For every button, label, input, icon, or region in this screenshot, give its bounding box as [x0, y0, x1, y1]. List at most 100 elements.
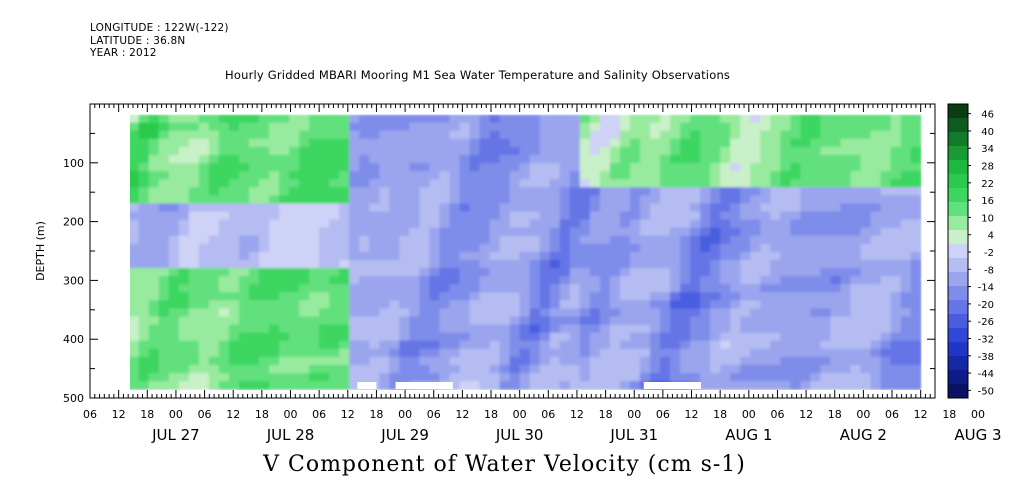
heatmap-cell — [188, 227, 200, 237]
heatmap-cell — [289, 227, 300, 237]
heatmap-cell — [890, 130, 902, 140]
heatmap-cell — [680, 340, 691, 350]
heatmap-cell — [710, 332, 721, 342]
heatmap-cell — [228, 227, 240, 237]
y-tick-label: 300 — [63, 274, 84, 287]
colorbar-swatch — [948, 328, 968, 343]
heatmap-cell — [589, 340, 601, 350]
heatmap-cell — [710, 211, 721, 221]
heatmap-cell — [299, 114, 310, 124]
heatmap-cell — [319, 138, 330, 148]
heatmap-cell — [509, 348, 521, 358]
heatmap-cell — [158, 187, 170, 197]
heatmap-cell — [489, 163, 501, 172]
heatmap-cell — [519, 364, 531, 374]
heatmap-cell — [830, 381, 842, 390]
heatmap-cell — [309, 195, 320, 205]
heatmap-cell — [790, 227, 802, 237]
heatmap-cell — [389, 381, 401, 390]
heatmap-cell — [609, 146, 621, 156]
heatmap-cell — [198, 235, 210, 245]
heatmap-cell — [680, 364, 691, 374]
heatmap-cell — [720, 308, 731, 318]
colorbar-swatch — [948, 272, 968, 287]
heatmap-cell — [178, 276, 190, 285]
heatmap-cell — [399, 259, 411, 269]
heatmap-cell — [609, 243, 621, 253]
heatmap-cell — [649, 195, 661, 205]
heatmap-cell — [459, 219, 471, 229]
heatmap-cell — [629, 243, 641, 253]
heatmap-cell — [870, 251, 882, 261]
heatmap-cell — [800, 292, 812, 302]
heatmap-cell — [850, 284, 862, 294]
heatmap-cell — [660, 195, 671, 205]
heatmap-cell — [379, 300, 391, 310]
heatmap-cell — [489, 292, 501, 302]
heatmap-cell — [740, 114, 752, 124]
heatmap-cell — [800, 114, 812, 124]
heatmap-cell — [800, 171, 812, 180]
heatmap-cell — [379, 235, 391, 245]
heatmap-cell — [218, 356, 230, 366]
heatmap-cell — [629, 179, 641, 189]
heatmap-cell — [589, 211, 601, 221]
heatmap-cell — [579, 243, 591, 253]
heatmap-cell — [439, 373, 451, 382]
colorbar-label: 16 — [981, 196, 994, 207]
heatmap-cell — [289, 163, 300, 172]
heatmap-cell — [379, 179, 391, 189]
heatmap-cell — [750, 259, 762, 269]
heatmap-cell — [710, 179, 721, 189]
heatmap-cell — [660, 235, 671, 245]
heatmap-cell — [559, 235, 571, 245]
heatmap-cell — [790, 268, 802, 277]
heatmap-cell — [119, 115, 130, 124]
heatmap-cell — [228, 268, 240, 277]
heatmap-cell — [119, 187, 130, 196]
x-day-label: AUG 2 — [840, 426, 887, 444]
heatmap-cell — [489, 373, 501, 382]
heatmap-cell — [730, 154, 742, 164]
heatmap-cell — [690, 324, 701, 334]
heatmap-cell — [720, 381, 731, 390]
heatmap-cell — [198, 251, 210, 261]
heatmap-cell — [539, 332, 551, 342]
heatmap-cell — [359, 130, 371, 140]
heatmap-cell — [479, 300, 491, 310]
heatmap-cell — [710, 146, 721, 156]
heatmap-cell — [619, 122, 631, 132]
heatmap-cell — [130, 251, 140, 261]
heatmap-cell — [599, 356, 611, 366]
heatmap-cell — [369, 122, 381, 132]
heatmap-cell — [850, 227, 862, 237]
heatmap-cell — [459, 348, 471, 358]
heatmap-cell — [489, 203, 501, 213]
heatmap-cell — [259, 268, 270, 277]
heatmap-cell — [730, 373, 742, 382]
heatmap-cell — [499, 130, 511, 140]
heatmap-cell — [649, 203, 661, 213]
heatmap-cell — [700, 243, 711, 253]
heatmap-cell — [830, 154, 842, 164]
heatmap-cell — [539, 259, 551, 269]
heatmap-cell — [780, 340, 792, 350]
heatmap-cell — [900, 356, 912, 366]
colorbar-swatch — [948, 104, 968, 119]
heatmap-cell — [218, 203, 230, 213]
heatmap-cell — [780, 356, 792, 366]
heatmap-cell — [670, 211, 681, 221]
heatmap-cell — [309, 300, 320, 310]
heatmap-cell — [880, 373, 892, 382]
heatmap-cell — [489, 219, 501, 229]
heatmap-cell — [158, 373, 170, 382]
heatmap-cell — [830, 171, 842, 180]
heatmap-cell — [469, 356, 481, 366]
heatmap-cell — [850, 154, 862, 164]
heatmap-cell — [880, 340, 892, 350]
heatmap-cell — [379, 292, 391, 302]
heatmap-cell — [609, 154, 621, 164]
heatmap-cell — [119, 228, 130, 237]
heatmap-cell — [119, 244, 130, 253]
x-day-label: JUL 30 — [495, 426, 544, 444]
